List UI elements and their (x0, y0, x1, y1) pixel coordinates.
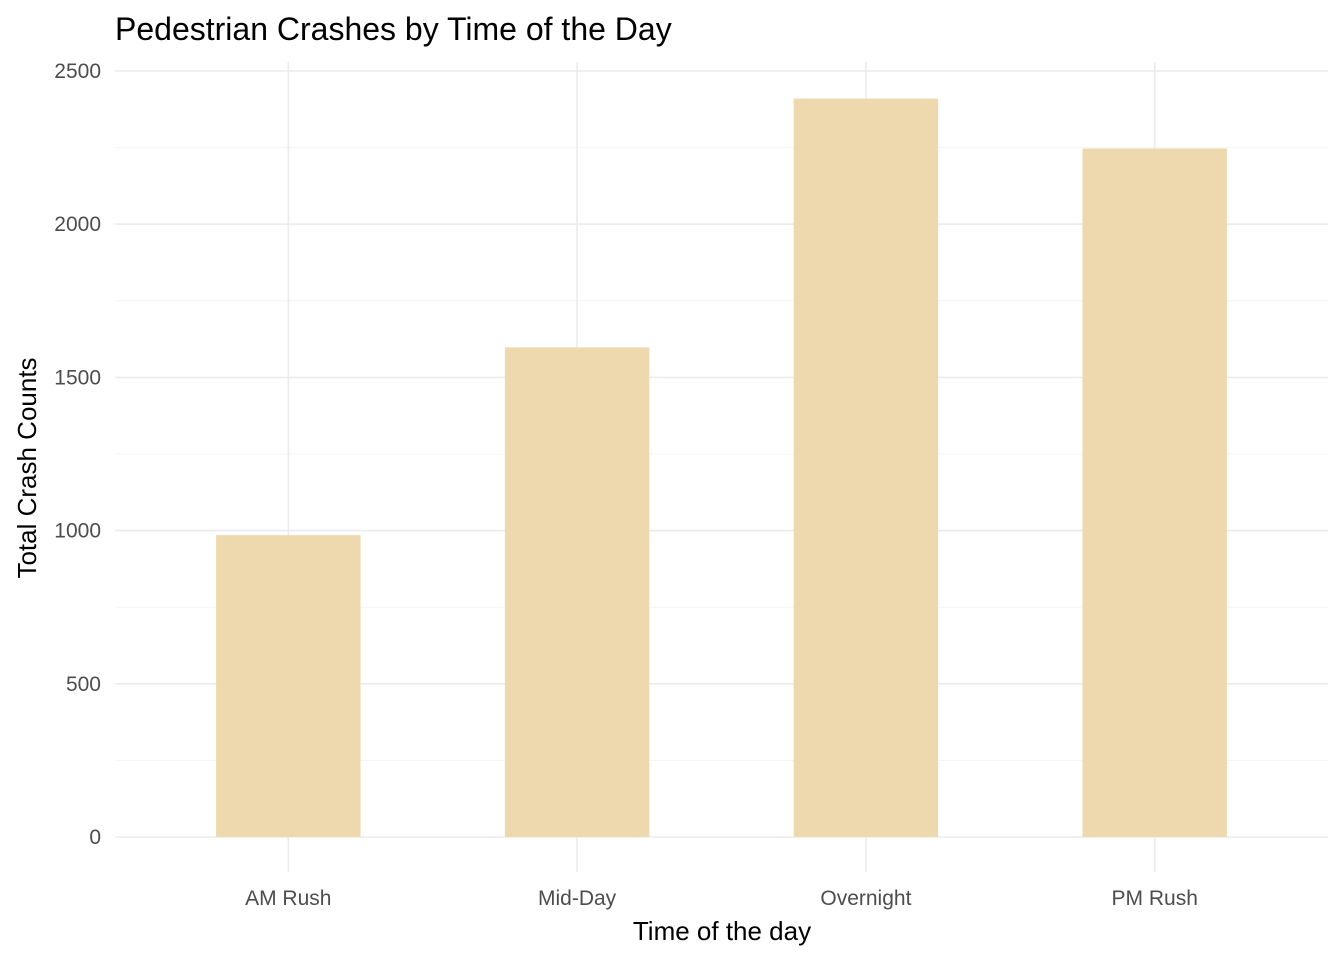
y-tick-label: 500 (66, 673, 101, 696)
y-tick-label: 2000 (54, 213, 101, 236)
x-tick-label: Overnight (820, 887, 911, 910)
x-axis-ticks: AM Rush Mid-Day Overnight PM Rush (245, 887, 1198, 910)
bar (1082, 148, 1227, 838)
x-axis-title: Time of the day (633, 916, 811, 946)
y-axis-ticks: 0 500 1000 1500 2000 2500 (54, 60, 101, 849)
bar (216, 535, 361, 837)
chart-title: Pedestrian Crashes by Time of the Day (115, 11, 672, 47)
bar (793, 98, 939, 838)
x-tick-label: Mid-Day (538, 887, 617, 910)
y-tick-label: 0 (89, 826, 101, 849)
y-tick-label: 2500 (54, 60, 101, 83)
bar (504, 347, 650, 837)
y-axis-title: Total Crash Counts (12, 357, 42, 578)
bars (216, 98, 1227, 838)
x-tick-label: AM Rush (245, 887, 331, 910)
y-tick-label: 1500 (54, 366, 101, 389)
x-tick-label: PM Rush (1112, 887, 1198, 910)
y-tick-label: 1000 (54, 520, 101, 543)
